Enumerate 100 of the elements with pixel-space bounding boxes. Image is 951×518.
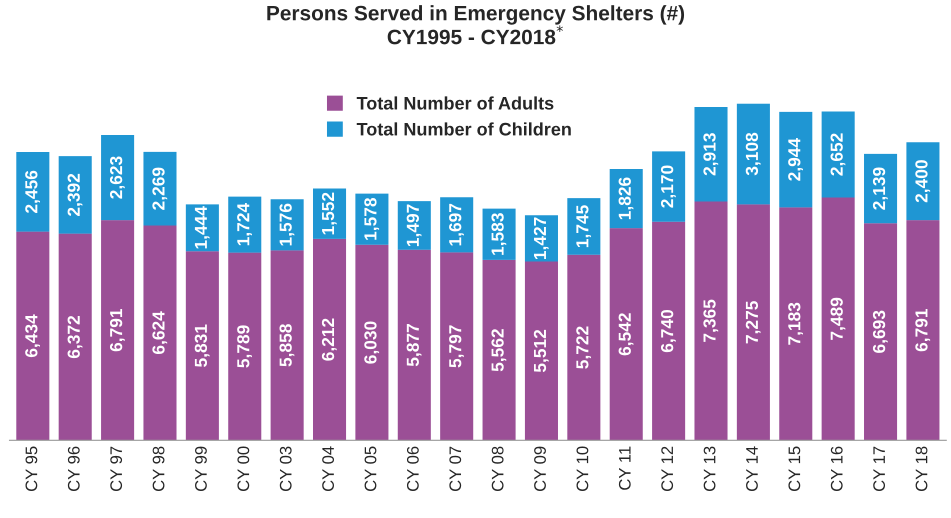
- data-label: 2,269: [152, 168, 168, 210]
- x-tick-label: CY 98: [152, 446, 164, 492]
- bar: [58, 234, 92, 440]
- bar: [822, 111, 855, 198]
- data-label: 2,652: [830, 133, 846, 176]
- data-label: 7,365: [703, 300, 718, 342]
- bar: [312, 238, 346, 440]
- bar: [101, 220, 134, 440]
- x-tick-label: CY 11: [618, 446, 631, 490]
- data-label: 2,170: [660, 166, 676, 208]
- data-label: 6,791: [110, 308, 125, 352]
- legend-label: Total Number of Children: [356, 122, 571, 136]
- x-tick-label: CY 03: [280, 446, 292, 492]
- data-label: 6,542: [618, 313, 634, 356]
- x-tick-label: CY 00: [237, 446, 250, 492]
- bar: [694, 107, 728, 202]
- data-label: 5,831: [194, 324, 210, 367]
- data-label: 1,427: [534, 217, 549, 260]
- bar: [228, 252, 262, 440]
- x-tick-label: CY 09: [534, 446, 546, 492]
- bar: [567, 254, 600, 440]
- data-label: 5,797: [449, 325, 464, 368]
- x-tick-label: CY 10: [576, 446, 588, 492]
- bar: [440, 252, 474, 440]
- data-label: 1,552: [322, 192, 337, 234]
- bar: [864, 223, 898, 440]
- bar: [355, 244, 388, 440]
- x-tick-label: CY 05: [364, 446, 376, 492]
- bar: [779, 207, 812, 440]
- bar: [736, 104, 770, 204]
- data-label: 1,745: [576, 205, 592, 248]
- data-label: 5,562: [491, 329, 506, 372]
- bar: [186, 251, 219, 440]
- data-label: 1,826: [618, 177, 634, 220]
- x-tick-label: CY 04: [322, 446, 334, 492]
- bar: [143, 225, 177, 440]
- data-label: 6,693: [872, 310, 888, 353]
- data-label: 2,913: [703, 133, 718, 176]
- data-label: 7,183: [788, 302, 803, 345]
- data-label: 5,858: [280, 324, 294, 367]
- data-label: 5,877: [406, 324, 422, 366]
- legend-label: Total Number of Adults: [356, 96, 554, 110]
- bar: [906, 220, 940, 440]
- bar: [398, 250, 431, 440]
- data-label: 2,623: [110, 156, 125, 199]
- x-tick-label: CY 13: [704, 446, 716, 492]
- data-label: 1,724: [237, 202, 252, 246]
- bar: [482, 260, 516, 440]
- data-label: 2,400: [915, 160, 930, 202]
- bar: [16, 152, 50, 232]
- x-tick-label: CY 15: [788, 446, 800, 492]
- data-label: 5,512: [534, 330, 549, 372]
- data-label: 1,497: [406, 204, 422, 246]
- bar: [270, 250, 304, 440]
- data-label: 6,030: [364, 322, 380, 364]
- bar: [101, 135, 134, 220]
- bar: [779, 112, 812, 208]
- bar: [652, 151, 686, 222]
- x-tick-label: CY 96: [68, 446, 80, 492]
- data-label: 1,583: [491, 213, 506, 255]
- x-tick-label: CY 97: [110, 446, 122, 492]
- data-label: 2,392: [68, 174, 82, 216]
- data-label: 5,722: [576, 326, 592, 369]
- data-label: 2,944: [788, 138, 803, 181]
- data-label: 1,576: [280, 204, 294, 246]
- x-tick-label: CY 16: [830, 446, 843, 492]
- x-tick-label: CY 18: [916, 446, 928, 492]
- x-tick-label: CY 08: [492, 446, 504, 492]
- bar: [652, 222, 686, 440]
- chart-title: Persons Served in Emergency Shelters (#) CY1995 - CY2018$^{*}$: [267, 5, 684, 44]
- data-label: 3,108: [746, 132, 761, 176]
- data-label: 7,489: [830, 298, 846, 340]
- x-tick-label: CY 17: [873, 446, 886, 492]
- data-label: 6,434: [25, 314, 40, 358]
- data-label: 6,212: [322, 318, 337, 361]
- bar: [143, 152, 177, 226]
- bar: [736, 204, 770, 440]
- bar: [228, 196, 262, 253]
- data-label: 6,791: [915, 308, 930, 352]
- x-tick-label: CY 07: [449, 446, 462, 492]
- x-tick-label: CY 95: [25, 446, 38, 492]
- x-tick-label: CY 12: [661, 446, 674, 492]
- bar: [58, 156, 92, 234]
- data-label: 6,372: [68, 316, 82, 358]
- data-label: 6,740: [660, 310, 676, 352]
- bar: [694, 201, 728, 440]
- x-tick-label: CY 14: [746, 446, 758, 492]
- data-label: 7,275: [746, 301, 761, 344]
- data-label: 2,456: [25, 170, 40, 213]
- bar: [906, 142, 940, 220]
- x-tick-label: CY 06: [406, 446, 419, 492]
- data-label: 1,444: [194, 206, 210, 248]
- bar: [610, 228, 643, 440]
- bar: [864, 154, 898, 224]
- x-tick-label: CY 99: [195, 446, 207, 492]
- data-label: 2,139: [872, 167, 888, 210]
- data-label: 5,789: [237, 325, 252, 368]
- data-label: 6,624: [152, 311, 168, 354]
- bar: [16, 232, 50, 440]
- data-label: 1,578: [364, 198, 380, 240]
